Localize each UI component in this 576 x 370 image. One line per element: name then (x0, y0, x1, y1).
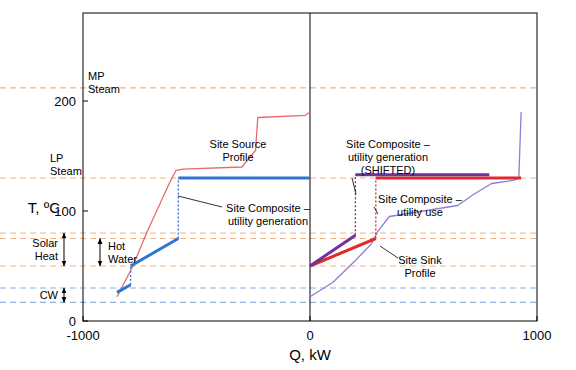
annotation-line: MP (88, 70, 105, 82)
zero-line (310, 13, 311, 321)
annotation-line: Site Composite – (226, 202, 311, 214)
plot-frame (83, 13, 537, 321)
series-line (131, 178, 179, 285)
x-tick-label: -1000 (66, 328, 99, 343)
annotation-leader (380, 246, 398, 258)
annotation-line: utility generation (348, 151, 428, 163)
y-axis-label: T, ºC (28, 199, 60, 216)
annotation-line: Profile (404, 267, 435, 279)
series-line (117, 112, 310, 297)
reference-line (0, 302, 537, 303)
annotation: Site Composite –utility generation (226, 202, 311, 227)
y-tick-label: 0 (69, 314, 76, 329)
annotation-line: Site Source (210, 138, 267, 150)
x-axis-label: Q, kW (289, 346, 332, 363)
y-tick (83, 101, 88, 102)
annotation-line: utility use (397, 206, 443, 218)
range-label: CW (40, 289, 59, 301)
x-tick (310, 316, 311, 321)
annotation-line: Steam (88, 83, 120, 95)
annotation-line: (SHIFTED) (361, 164, 415, 176)
annotation-line: Site Composite – (378, 193, 463, 205)
range-arrow (100, 239, 101, 267)
chart: -1000010000100200Q, kWT, ºCSolarHeatHotW… (0, 0, 576, 370)
reference-line (0, 87, 537, 88)
range-label-line: Solar (32, 237, 58, 249)
y-tick (83, 211, 88, 212)
range-label-line: Water (108, 253, 137, 265)
annotation-leader (374, 207, 378, 214)
annotation: MPSteam (88, 70, 120, 95)
range-label: SolarHeat (32, 237, 58, 262)
y-tick (83, 321, 88, 322)
annotation: Site SinkProfile (398, 254, 442, 279)
x-tick (83, 316, 84, 321)
x-tick-label: 1000 (523, 328, 552, 343)
range-label-line: Heat (35, 250, 58, 262)
x-tick (537, 316, 538, 321)
x-tick-label: 0 (306, 328, 313, 343)
annotation-line: Site Composite – (346, 138, 431, 150)
series-line (310, 178, 521, 266)
annotation: Site Composite –utility generation(SHIFT… (346, 138, 431, 176)
reference-line (0, 238, 537, 239)
y-tick-label: 200 (54, 94, 76, 109)
range-label-line: CW (40, 289, 59, 301)
annotation-line: LP (50, 152, 63, 164)
annotation: Site SourceProfile (210, 138, 267, 163)
series-line (310, 175, 489, 266)
series-line (375, 178, 376, 239)
reference-line (0, 265, 537, 266)
series-group (117, 112, 521, 297)
reference-line (0, 232, 537, 233)
annotation-line: Site Sink (398, 254, 442, 266)
range-arrow (64, 288, 65, 302)
annotation-line: utility generation (228, 215, 308, 227)
annotation-line: Profile (222, 151, 253, 163)
annotation: LPSteam (50, 152, 82, 177)
range-arrow (64, 233, 65, 266)
range-label-line: Hot (108, 240, 125, 252)
range-label: HotWater (108, 240, 137, 265)
series-line (355, 175, 356, 236)
reference-line (0, 287, 537, 288)
annotation-line: Steam (50, 165, 82, 177)
annotation-leader (178, 196, 222, 207)
annotation: Site Composite –utility use (378, 193, 463, 218)
annotation-leader (352, 178, 356, 194)
series-line (117, 178, 310, 292)
series-line (310, 112, 521, 297)
